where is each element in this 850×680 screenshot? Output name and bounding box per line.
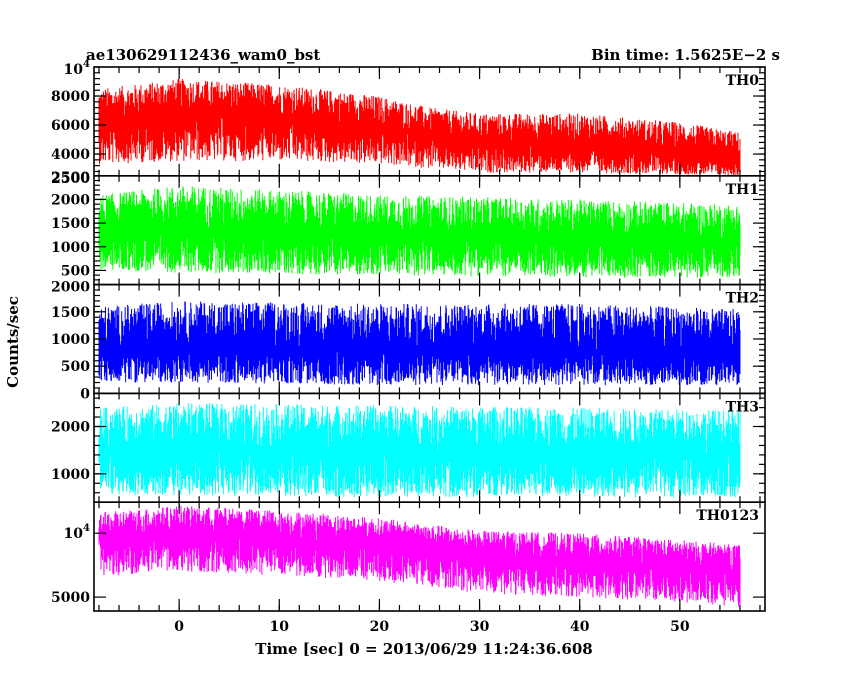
y-bottom-label-th0: 2500 (51, 170, 90, 186)
chart-title-right: Bin time: 1.5625E−2 s (591, 46, 780, 64)
panel-label-th3: TH3 (726, 399, 759, 415)
y-tick-label-th0: 8000 (51, 89, 90, 105)
panel-label-th1: TH1 (726, 182, 759, 198)
series-trace-th2 (98, 301, 741, 386)
y-tick-label-th2: 1000 (51, 332, 90, 348)
y-axis-label: Counts/sec (4, 296, 22, 388)
y-tick-label-th3: 2000 (51, 420, 90, 436)
panel-label-th2: TH2 (726, 291, 759, 307)
x-tick-label: 0 (174, 619, 184, 635)
y-top-label-th1: 2500 (51, 171, 90, 187)
panels-group: 4000600080001042500TH0500100015002000250… (51, 59, 766, 635)
chart-title-left: ae130629112436_wam0_bst (86, 46, 320, 64)
y-tick-label-th1: 1500 (51, 216, 90, 232)
y-tick-label-th0: 6000 (51, 118, 90, 134)
x-tick-label: 40 (570, 619, 590, 635)
y-tick-label-th2: 500 (61, 359, 90, 375)
y-top-label-th2: 2000 (51, 280, 90, 296)
series-trace-th0 (98, 79, 741, 176)
y-tick-label-th1: 2000 (51, 192, 90, 208)
series-trace-th0123 (98, 506, 741, 607)
x-tick-label: 20 (370, 619, 390, 635)
y-tick-label-th0123: 5000 (51, 590, 90, 606)
x-tick-label: 50 (670, 619, 690, 635)
y-tick-label-th1: 500 (61, 263, 90, 279)
y-top-label-th0: 104 (64, 59, 90, 78)
x-tick-label: 30 (470, 619, 490, 635)
series-trace-th3 (98, 403, 741, 498)
y-tick-label-th2: 1500 (51, 305, 90, 321)
x-axis-label: Time [sec] 0 = 2013/06/29 11:24:36.608 (255, 640, 592, 658)
series-trace-th1 (98, 186, 741, 278)
panel-label-th0123: TH0123 (696, 508, 759, 524)
y-tick-label-th0: 4000 (51, 147, 90, 163)
y-tick-label-th2: 0 (80, 386, 90, 402)
panel-label-th0: TH0 (726, 73, 760, 89)
y-tick-label-th1: 1000 (51, 240, 90, 256)
panel-frame-th0123 (93, 501, 766, 612)
y-tick-label-th3: 1000 (51, 467, 90, 483)
y-tick-label-th0123: 104 (64, 523, 90, 542)
x-tick-label: 10 (270, 619, 290, 635)
